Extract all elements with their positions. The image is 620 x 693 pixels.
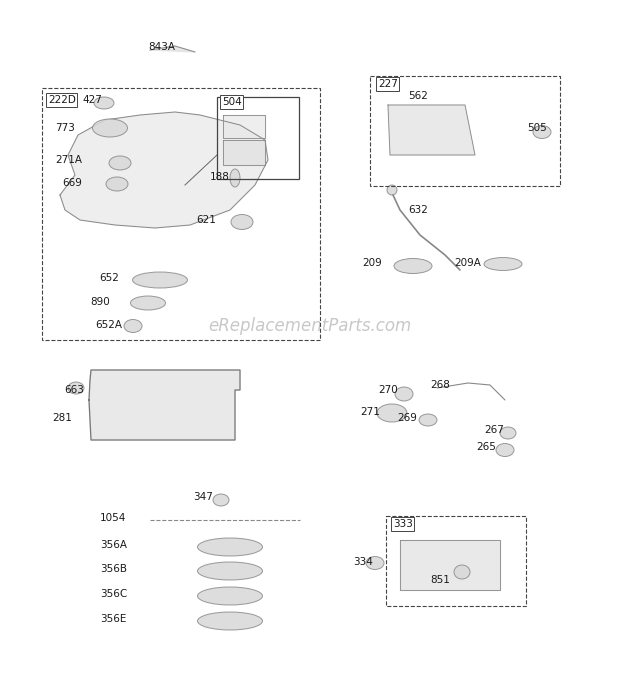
Text: 621: 621 (196, 215, 216, 225)
Ellipse shape (454, 565, 470, 579)
Text: 851: 851 (430, 575, 450, 585)
Ellipse shape (106, 177, 128, 191)
Polygon shape (60, 112, 268, 228)
Ellipse shape (94, 97, 114, 109)
Bar (386, 516, 526, 606)
Ellipse shape (213, 494, 229, 506)
Ellipse shape (231, 215, 253, 229)
Text: 843A: 843A (148, 42, 175, 52)
Text: 268: 268 (430, 380, 450, 390)
Text: 356B: 356B (100, 564, 127, 574)
Bar (42, 88, 320, 340)
Polygon shape (223, 115, 265, 138)
Ellipse shape (109, 156, 131, 170)
Ellipse shape (366, 556, 384, 570)
Text: 209: 209 (362, 258, 382, 268)
Polygon shape (150, 46, 195, 52)
Text: 669: 669 (62, 178, 82, 188)
Text: 652: 652 (99, 273, 119, 283)
Ellipse shape (130, 296, 166, 310)
Text: 334: 334 (353, 557, 373, 567)
Ellipse shape (124, 319, 142, 333)
Bar (370, 76, 560, 186)
Ellipse shape (92, 119, 128, 137)
Ellipse shape (377, 404, 407, 422)
Ellipse shape (68, 382, 84, 394)
Text: 265: 265 (476, 442, 496, 452)
Text: 505: 505 (527, 123, 547, 133)
Text: 227: 227 (378, 79, 398, 89)
Text: 269: 269 (397, 413, 417, 423)
Text: 356A: 356A (100, 540, 127, 550)
Ellipse shape (198, 562, 262, 580)
Text: 347: 347 (193, 492, 213, 502)
Text: 356E: 356E (100, 614, 126, 624)
Polygon shape (89, 370, 240, 440)
Text: 356C: 356C (100, 589, 127, 599)
Text: 632: 632 (408, 205, 428, 215)
Ellipse shape (484, 258, 522, 270)
Ellipse shape (133, 272, 187, 288)
Bar (217, 97, 299, 179)
Text: 427: 427 (82, 95, 102, 105)
Text: 890: 890 (90, 297, 110, 307)
Text: 271: 271 (360, 407, 380, 417)
Text: 271A: 271A (55, 155, 82, 165)
Text: 267: 267 (484, 425, 504, 435)
Text: 222D: 222D (48, 95, 76, 105)
Text: 188: 188 (210, 172, 230, 182)
Ellipse shape (198, 612, 262, 630)
Text: 209A: 209A (454, 258, 481, 268)
Ellipse shape (395, 387, 413, 401)
Text: 562: 562 (408, 91, 428, 101)
Ellipse shape (394, 258, 432, 274)
Ellipse shape (387, 185, 397, 195)
Ellipse shape (230, 169, 240, 187)
Text: 281: 281 (52, 413, 72, 423)
Ellipse shape (198, 587, 262, 605)
Text: 333: 333 (393, 519, 413, 529)
Ellipse shape (500, 427, 516, 439)
Text: 652A: 652A (95, 320, 122, 330)
Text: 504: 504 (222, 97, 242, 107)
Polygon shape (400, 540, 500, 590)
Text: 773: 773 (55, 123, 75, 133)
Polygon shape (223, 140, 265, 165)
Ellipse shape (496, 444, 514, 457)
Ellipse shape (419, 414, 437, 426)
Ellipse shape (198, 538, 262, 556)
Text: eReplacementParts.com: eReplacementParts.com (208, 317, 412, 335)
Polygon shape (388, 105, 475, 155)
Text: 1054: 1054 (100, 513, 126, 523)
Ellipse shape (533, 125, 551, 139)
Text: 663: 663 (64, 385, 84, 395)
Text: 270: 270 (378, 385, 398, 395)
